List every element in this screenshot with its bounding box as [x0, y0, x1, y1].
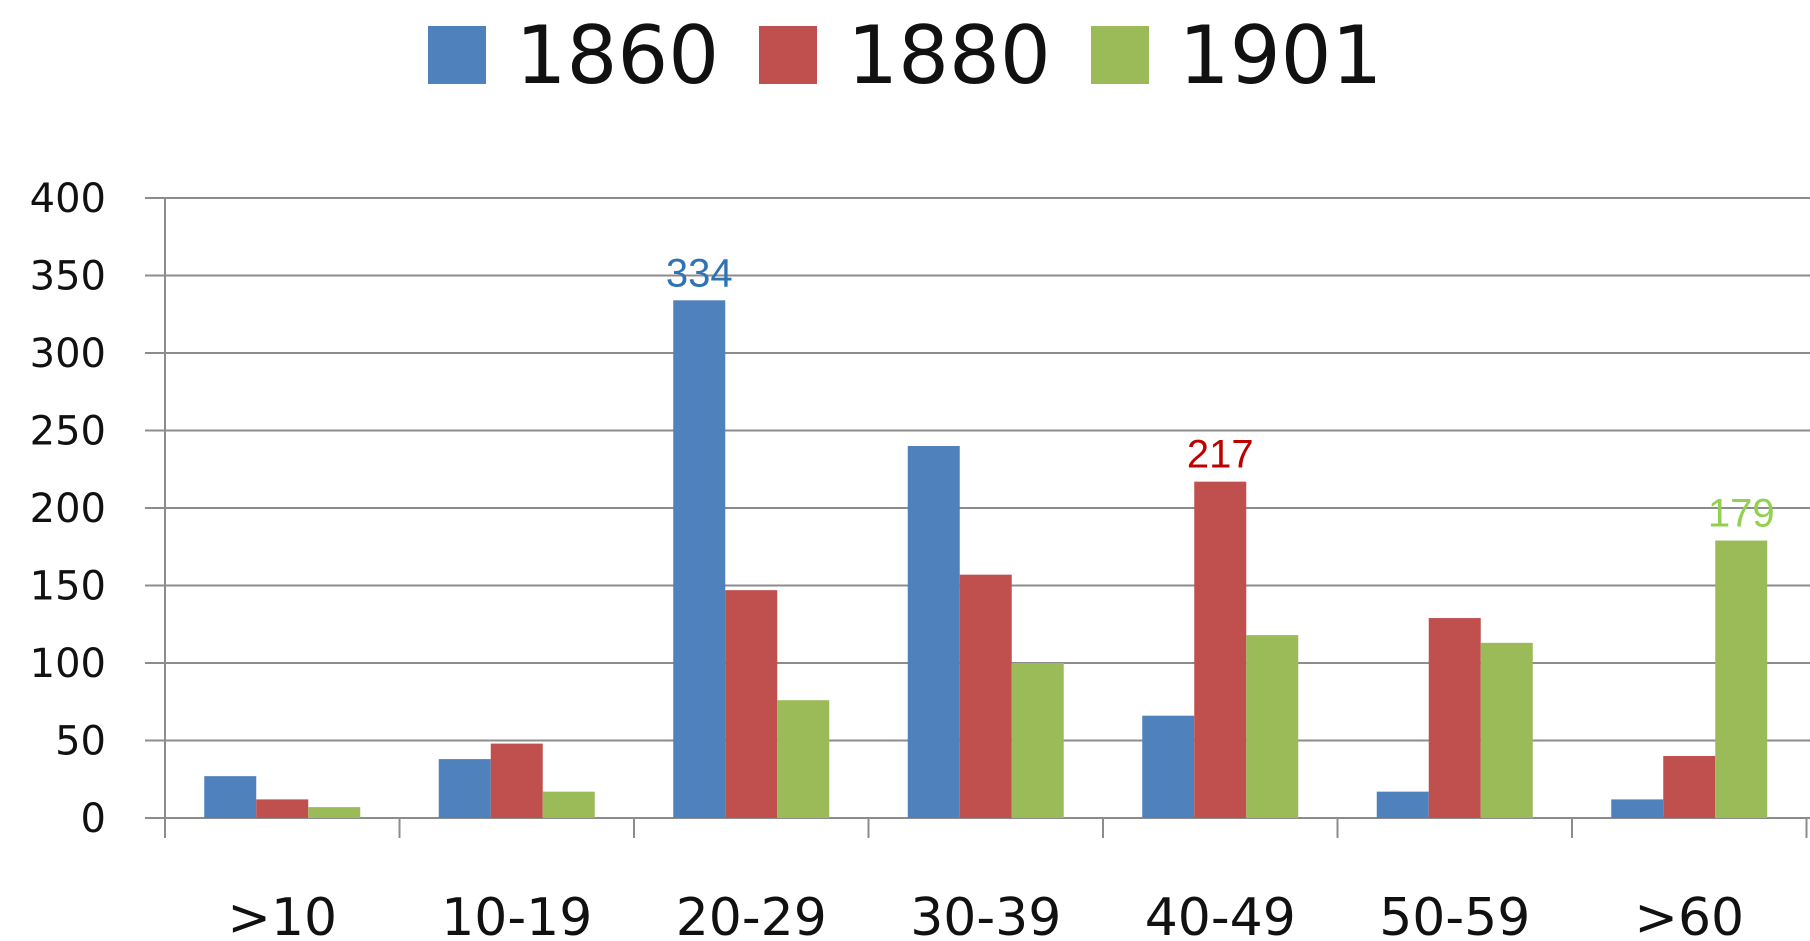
- y-tick-label: 250: [30, 409, 106, 455]
- legend-swatch: [759, 26, 818, 84]
- bar-1860-10-19: [438, 759, 491, 818]
- legend-label: 1860: [515, 8, 720, 102]
- legend-swatch: [427, 26, 486, 84]
- bar-1880-50-59: [1428, 618, 1481, 818]
- legend-item-1901: 1901: [1090, 8, 1383, 102]
- x-category-label: >10: [227, 888, 337, 941]
- bar-1901-40-49: [1246, 635, 1299, 818]
- legend-label: 1901: [1178, 8, 1383, 102]
- x-category-label: 20-29: [676, 888, 827, 941]
- bar-1880-20-29: [725, 590, 778, 818]
- bar-1901-20-29: [777, 700, 830, 818]
- data-label: 217: [1187, 433, 1254, 477]
- y-tick-label: 0: [81, 796, 106, 842]
- x-category-label: 30-39: [910, 888, 1061, 941]
- y-tick-label: 200: [30, 486, 106, 532]
- bar-1901-30-39: [1011, 663, 1064, 818]
- data-label: 334: [666, 251, 733, 295]
- x-category-label: >60: [1634, 888, 1744, 941]
- legend-item-1860: 1860: [427, 8, 720, 102]
- bar-1901->60: [1715, 540, 1768, 818]
- y-tick-label: 350: [30, 254, 106, 300]
- bar-1901-50-59: [1480, 642, 1533, 818]
- bar-1880-40-49: [1194, 481, 1247, 818]
- bar-1860->10: [204, 776, 257, 818]
- bar-1901-10-19: [542, 791, 595, 818]
- legend-swatch: [1090, 26, 1149, 84]
- bar-1901->10: [308, 807, 361, 818]
- bar-1880-10-19: [490, 743, 543, 818]
- chart-legend: 1860 1880 1901: [0, 0, 1810, 110]
- y-tick-label: 100: [30, 641, 106, 687]
- bar-1880->60: [1663, 756, 1716, 818]
- legend-item-1880: 1880: [759, 9, 1051, 102]
- x-category-label: 40-49: [1145, 888, 1296, 941]
- bar-1860-40-49: [1142, 715, 1195, 818]
- y-tick-label: 400: [30, 176, 106, 222]
- data-label: 179: [1708, 492, 1775, 536]
- bar-1860-50-59: [1376, 791, 1429, 818]
- x-category-label: 50-59: [1379, 888, 1530, 941]
- bar-1880-30-39: [959, 574, 1012, 818]
- x-category-label: 10-19: [441, 888, 592, 941]
- y-tick-label: 150: [30, 564, 106, 610]
- y-tick-label: 50: [55, 719, 106, 765]
- legend-label: 1880: [847, 8, 1051, 102]
- bar-1860->60: [1611, 799, 1664, 818]
- bar-1860-20-29: [673, 300, 726, 818]
- bar-1860-30-39: [907, 446, 960, 818]
- bar-1880->10: [256, 799, 309, 818]
- y-tick-label: 300: [30, 331, 106, 377]
